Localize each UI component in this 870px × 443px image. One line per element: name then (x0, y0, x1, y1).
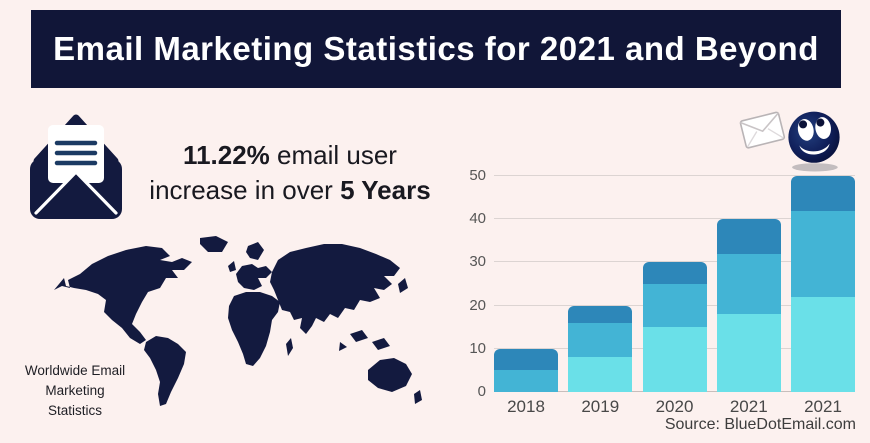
bar-segment-segment-bottom-light (716, 314, 781, 392)
bar-segment-segment-middle-medium (568, 322, 633, 358)
chart-plot (494, 175, 855, 392)
email-growth-stat: 11.22% email user increase in over 5 Yea… (140, 138, 440, 208)
bar-segment-segment-middle-medium (716, 253, 781, 315)
bar-segment-segment-top-dark (716, 219, 781, 254)
y-tick-label-40: 40 (469, 210, 486, 228)
africa (228, 292, 280, 366)
x-tick-label-3-2021: 2021 (729, 397, 768, 416)
stat-line-1: 11.22% email user (140, 138, 440, 173)
y-tick-label-30: 30 (469, 253, 486, 271)
madagascar (286, 338, 293, 356)
asia (270, 244, 400, 334)
north-america (54, 246, 192, 344)
x-tick-label-2-2020: 2020 (655, 397, 694, 416)
header-banner: Email Marketing Statistics for 2021 and … (31, 10, 841, 88)
emoji-right-pupil (816, 118, 825, 127)
paper-envelope-creases (746, 128, 784, 148)
gridline-50 (494, 175, 855, 176)
letter-text-lines (54, 140, 98, 166)
x-tick-label-4-2021: 2021 (804, 397, 842, 416)
emoji-head (788, 111, 840, 163)
chart-y-axis: 0 10 20 30 40 50 (446, 167, 486, 400)
source-attribution: Source: BlueDotEmail.com (664, 416, 856, 433)
gridline-40 (494, 218, 855, 220)
indonesia-1 (350, 330, 368, 342)
chart-bar-4-2021 (791, 176, 855, 392)
british-isles (228, 261, 236, 272)
gridline-30 (494, 261, 855, 263)
open-envelope-icon (24, 111, 128, 228)
envelope-fold-lines (34, 169, 118, 215)
chart-bar-1-2019 (568, 305, 633, 392)
paper-envelope-icon (738, 110, 787, 154)
bar-segment-segment-middle-medium (494, 370, 558, 392)
indonesia-3 (339, 342, 347, 351)
greenland (200, 236, 228, 252)
emoji-shadow (792, 163, 838, 172)
map-caption-line-1: Worldwide Email (24, 363, 126, 378)
bar-segment-segment-bottom-light (568, 357, 633, 392)
map-caption: Worldwide Email Marketing Statistics (12, 361, 138, 421)
stat-percentage: 11.22% (183, 140, 270, 170)
japan (398, 278, 408, 293)
chart-bar-0-2018 (494, 348, 558, 392)
stat-text-1: email user (269, 140, 397, 170)
x-tick-label-0-2018: 2018 (507, 397, 545, 416)
chart-x-axis: 2018 2019 2020 2021 2021 (494, 397, 855, 419)
bar-segment-segment-middle-medium (791, 210, 855, 297)
new-zealand (414, 390, 422, 404)
smiley-emoji (782, 105, 846, 178)
envelope-pocket (34, 172, 118, 215)
bar-segment-segment-top-dark (568, 305, 633, 323)
stat-line-2: increase in over 5 Years (140, 173, 440, 208)
bar-segment-segment-top-dark (791, 176, 855, 211)
bar-segment-segment-bottom-light (791, 296, 855, 392)
emoji-left-pupil (799, 120, 808, 129)
y-tick-label-10: 10 (469, 339, 486, 357)
emoji-smile (799, 143, 830, 155)
chart-bar-3-2021 (716, 219, 781, 392)
chart-bar-2-2020 (642, 262, 707, 392)
scandinavia (246, 242, 264, 260)
south-america (144, 336, 186, 406)
stat-text-2: increase in over (149, 175, 341, 205)
australia (368, 358, 412, 392)
bar-segment-segment-top-dark (494, 348, 558, 371)
x-tick-label-1-2019: 2019 (581, 397, 620, 416)
stat-years: 5 Years (340, 175, 431, 205)
map-caption-line-3: Statistics (47, 403, 102, 418)
paper-envelope-flap (739, 112, 779, 133)
world-map (50, 230, 422, 427)
bar-segment-segment-middle-medium (642, 284, 707, 328)
map-caption-line-2: Marketing (45, 383, 105, 398)
europe (236, 264, 272, 290)
world-map-continents (54, 236, 422, 406)
page-title: Email Marketing Statistics for 2021 and … (53, 30, 819, 67)
bar-segment-segment-bottom-light (642, 327, 707, 392)
y-tick-label-0: 0 (477, 383, 486, 400)
bar-segment-segment-top-dark (642, 262, 707, 285)
paper-envelope-body (739, 111, 786, 149)
indonesia-2 (372, 338, 390, 350)
y-tick-label-20: 20 (469, 296, 486, 314)
y-tick-label-50: 50 (469, 167, 486, 184)
